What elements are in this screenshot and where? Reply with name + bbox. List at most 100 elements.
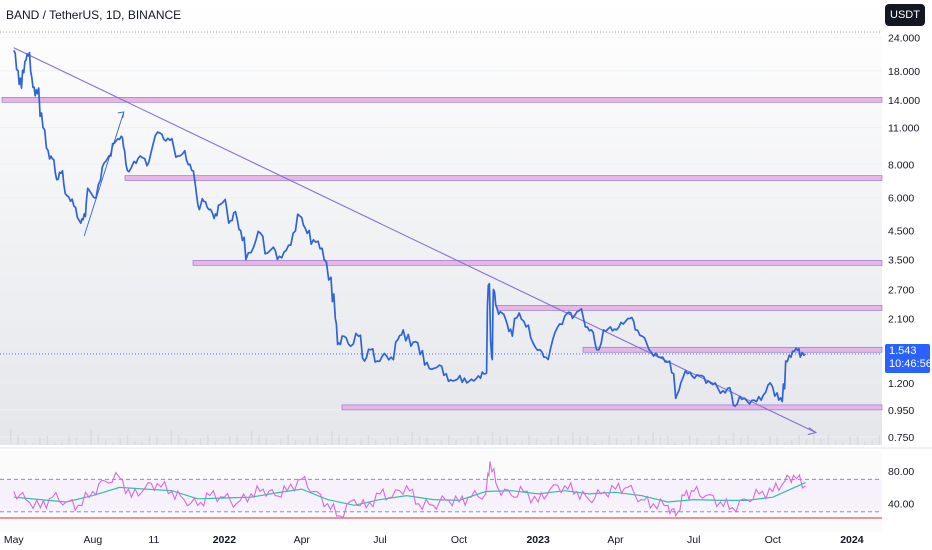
volume-bar (382, 442, 384, 445)
volume-bar (608, 435, 611, 445)
volume-bar (740, 437, 742, 445)
price-pane-background (0, 0, 882, 445)
volume-bar (601, 441, 603, 445)
volume-bar (440, 439, 443, 445)
time-tick-label: Jul (373, 534, 386, 546)
time-tick-label: 11 (148, 534, 159, 546)
volume-bar (645, 439, 647, 445)
price-level-zone (582, 346, 883, 353)
volume-bar (104, 439, 107, 445)
volume-bar (396, 435, 399, 445)
volume-bar (126, 435, 129, 445)
volume-bar (280, 438, 282, 445)
volume-bar (83, 442, 85, 445)
volume-bar (477, 435, 479, 445)
volume-bar (572, 432, 574, 445)
last-price-tag: 1.543 10:46:56 (885, 344, 932, 373)
volume-bar (353, 442, 355, 445)
volume-bar (433, 442, 435, 445)
volume-bar (360, 439, 362, 445)
time-tick-label: Oct (765, 534, 781, 546)
volume-bar (24, 440, 27, 445)
time-tick-label: 2023 (526, 534, 550, 546)
volume-bar (250, 430, 253, 445)
volume-bar (31, 442, 34, 445)
time-tick-label: Apr (294, 534, 311, 546)
volume-bar (455, 439, 457, 445)
volume-bar (170, 430, 173, 445)
volume-bar (68, 435, 70, 445)
time-tick-label: May (4, 534, 25, 546)
volume-bar (192, 442, 194, 445)
volume-bar (236, 436, 238, 445)
time-tick-label: 2022 (213, 534, 237, 546)
volume-bar (659, 437, 662, 445)
price-level-zone (496, 305, 883, 311)
volume-bar (623, 442, 625, 445)
volume-bar (805, 438, 808, 445)
annotation-arrow (83, 111, 125, 236)
volume-bar (207, 435, 209, 445)
price-tick-label: 6.000 (888, 192, 914, 204)
volume-bar (39, 437, 41, 445)
volume-bar (316, 435, 319, 445)
volume-bar (221, 442, 224, 445)
volume-bar (798, 435, 800, 445)
volume-bar (813, 432, 815, 445)
volume-bar (586, 436, 589, 445)
volume-bar (10, 429, 12, 445)
descending-trendline (13, 47, 817, 434)
volume-bar (579, 436, 581, 445)
volume-bar (688, 435, 691, 445)
volume-bar (258, 435, 260, 445)
volume-bar (652, 432, 654, 445)
volume-bar (243, 442, 246, 445)
volume-bar (199, 438, 202, 445)
price-level-zone (341, 404, 883, 411)
volume-bar (309, 436, 311, 445)
volume-bar (214, 440, 216, 445)
annotation-arrowhead (117, 111, 125, 119)
volume-bar (331, 431, 333, 445)
volume-bar (783, 442, 786, 445)
volume-bar (615, 437, 618, 445)
price-level-zone (124, 175, 883, 181)
volume-bar (323, 441, 326, 445)
volume-bar (710, 439, 713, 445)
volume-bar (177, 435, 180, 445)
quote-currency-button[interactable]: USDT (885, 4, 925, 26)
volume-bar (761, 441, 764, 445)
volume-bar (17, 435, 19, 445)
volume-bar (499, 436, 501, 445)
volume-bar (747, 435, 749, 445)
volume-bar (97, 435, 100, 445)
volume-bar (375, 439, 377, 445)
volume-bar (462, 442, 465, 445)
volume-bar (119, 437, 121, 445)
volume-bar (776, 436, 778, 445)
volume-bar (725, 439, 727, 445)
volume-bar (681, 441, 684, 445)
volume-bar (163, 442, 165, 445)
volume-bar (871, 440, 873, 445)
volume-bar (791, 440, 793, 445)
volume-bar (696, 437, 698, 445)
volume-bar (834, 440, 837, 445)
volume-bar (272, 442, 275, 445)
volume-bar (491, 432, 494, 445)
rsi-tick-label: 80.00 (888, 466, 914, 478)
volume-bar (141, 441, 143, 445)
volume-bar (849, 436, 851, 445)
volume-bar (61, 441, 63, 445)
price-tick-label: 3.500 (888, 255, 914, 267)
time-tick-label: Jul (687, 534, 700, 546)
volume-bar (506, 436, 508, 445)
volume-bar (338, 435, 340, 445)
countdown-timer: 10:46:56 (889, 358, 932, 370)
volume-bar (667, 435, 669, 445)
volume-bar (46, 435, 48, 445)
volume-bar (550, 438, 552, 445)
volume-bar (674, 441, 676, 445)
